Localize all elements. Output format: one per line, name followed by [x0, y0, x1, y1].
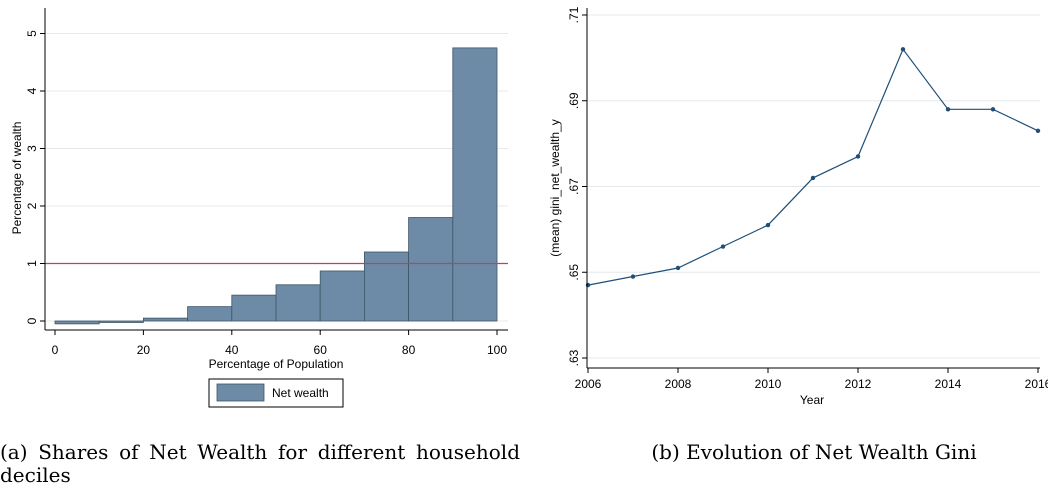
x-tick-label-a: 20: [137, 343, 151, 357]
data-point-2007: [630, 274, 636, 279]
y-tick-label-a: 3: [25, 145, 39, 152]
y-tick-label-a: 2: [25, 202, 39, 209]
bar-decile-5: [231, 294, 277, 322]
data-point-2010: [765, 222, 771, 228]
y-tick-label-a: 0: [25, 317, 39, 324]
y-tick-label-b: .67: [567, 178, 581, 195]
data-point-2012: [855, 154, 861, 159]
caption-panel-a: (a) Shares of Net Wealth for different h…: [0, 440, 520, 487]
y-tick-label-b: .69: [567, 92, 581, 109]
y-tick-label-a: 5: [25, 30, 39, 37]
data-point-2011: [810, 175, 816, 181]
data-point-2013: [900, 47, 906, 52]
data-point-2009: [720, 244, 726, 249]
data-point-2014: [945, 107, 951, 112]
x-tick-label-b: 2012: [845, 377, 872, 391]
x-tick-label-a: 40: [225, 343, 239, 357]
y-tick-label-a: 1: [25, 260, 39, 267]
data-point-2015: [990, 107, 996, 112]
bar-decile-9: [408, 217, 454, 322]
data-point-2006: [585, 282, 591, 288]
bar-decile-7: [319, 270, 365, 322]
legend-label-net-wealth: Net wealth: [272, 386, 329, 400]
y-tick-label-a: 4: [25, 87, 39, 94]
y-axis-label-b: (mean) gini_net_wealth_y: [548, 119, 562, 256]
x-tick-label-b: 2014: [935, 377, 962, 391]
bar-decile-2: [98, 320, 144, 323]
caption-panel-b: (b) Evolution of Net Wealth Gini: [651, 440, 977, 464]
chart-gini-evolution: .63 .65 .67 .69 .71 2006 2008 2010 2012 2014 2016 Y…: [548, 6, 1048, 407]
y-tick-label-b: .71: [567, 6, 581, 23]
x-tick-label-a: 80: [402, 343, 416, 357]
x-tick-label-a: 60: [314, 343, 328, 357]
y-tick-label-b: .63: [567, 349, 581, 366]
y-tick-label-b: .65: [567, 264, 581, 281]
bar-decile-3: [142, 317, 188, 322]
bar-decile-4: [187, 306, 233, 322]
legend-swatch-net-wealth: [216, 383, 265, 402]
y-axis-label-a: Percentage of wealth: [10, 122, 24, 235]
chart-net-wealth-shares: 0 1 2 3 4 5 0 20 40 60 80 100 Percentage of Populati…: [10, 8, 508, 408]
x-tick-label-b: 2010: [755, 377, 782, 391]
x-tick-label-b: 2008: [665, 377, 692, 391]
x-tick-label-a: 100: [487, 343, 507, 357]
bar-decile-6: [275, 284, 321, 322]
bar-decile-1: [54, 320, 100, 325]
plot-area-b: [587, 8, 1040, 368]
bar-decile-10: [452, 47, 498, 322]
data-point-2016: [1035, 128, 1041, 133]
x-tick-label-b: 2016: [1025, 377, 1048, 391]
x-tick-label-b: 2006: [575, 377, 602, 391]
x-tick-label-a: 0: [52, 343, 59, 357]
x-axis-label-b: Year: [800, 393, 824, 407]
data-point-2008: [675, 265, 681, 271]
x-axis-label-a: Percentage of Population: [209, 357, 344, 371]
bar-decile-8: [363, 251, 409, 322]
